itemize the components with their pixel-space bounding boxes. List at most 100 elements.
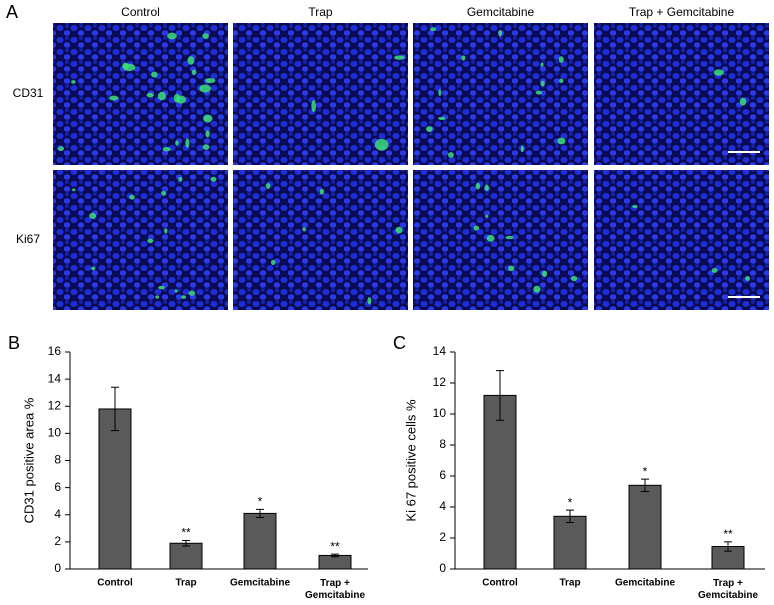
green-signal: [557, 137, 566, 145]
green-signal: [270, 259, 276, 265]
y-tick-label: 16: [48, 344, 62, 358]
significance-label: **: [723, 527, 733, 541]
green-signal: [157, 91, 166, 101]
green-signal: [205, 78, 216, 84]
green-signal: [161, 190, 167, 196]
error-bar: [182, 540, 190, 547]
green-signal: [498, 29, 502, 37]
green-signal: [505, 235, 514, 240]
green-signal: [158, 285, 165, 290]
green-signal: [713, 69, 724, 76]
significance-label: **: [181, 526, 191, 540]
micrograph: [594, 23, 769, 165]
green-signal: [122, 62, 129, 70]
y-tick-label: 14: [48, 371, 62, 385]
green-signal: [210, 176, 217, 182]
x-tick-label: Control: [97, 578, 133, 589]
y-tick-label: 4: [439, 499, 446, 513]
green-signal: [205, 130, 210, 138]
green-signal: [559, 78, 564, 84]
green-signal: [535, 90, 543, 95]
green-signal: [162, 147, 171, 152]
green-signal: [533, 285, 541, 293]
green-signal: [448, 152, 454, 158]
green-signal: [484, 184, 489, 192]
green-signal: [89, 212, 97, 219]
error-bar: [566, 509, 574, 523]
green-signal: [147, 238, 154, 243]
green-signal: [176, 95, 186, 104]
green-signal: [72, 188, 76, 192]
error-bar: [331, 553, 339, 558]
green-signal: [540, 62, 544, 67]
y-tick-label: 8: [54, 453, 61, 467]
green-signal: [58, 146, 64, 152]
bar: [483, 394, 517, 570]
x-tick-label: Control: [482, 578, 518, 589]
error-bar: [641, 478, 649, 492]
panel-letter: C: [393, 333, 406, 353]
green-signal: [508, 265, 515, 272]
x-tick-label: Trap + Gemcitabine: [305, 578, 365, 601]
y-axis-label: Ki 67 positive cells %: [403, 399, 418, 522]
significance-label: *: [258, 494, 263, 508]
green-signal: [151, 71, 158, 78]
green-signal: [181, 295, 187, 299]
column-header: Gemcitabine: [467, 5, 535, 19]
green-signal: [374, 138, 389, 151]
green-signal: [438, 116, 446, 120]
green-signal: [319, 188, 325, 195]
green-signal: [542, 270, 548, 277]
green-signal: [570, 275, 578, 282]
x-tick-label: Gemcitabine: [230, 578, 290, 589]
micrograph: [53, 170, 228, 310]
green-signal: [167, 32, 177, 40]
bar: [628, 484, 662, 570]
significance-label: *: [568, 495, 573, 509]
y-tick-label: 2: [439, 530, 446, 544]
x-tick-label: Trap: [175, 578, 196, 589]
green-signal: [520, 145, 524, 153]
x-tick-label: Trap: [559, 578, 580, 589]
green-signal: [739, 97, 747, 106]
y-tick-label: 4: [54, 507, 61, 521]
green-signal: [155, 295, 160, 299]
y-tick-label: 0: [439, 561, 446, 575]
significance-label: *: [643, 464, 648, 478]
green-signal: [178, 176, 183, 182]
bar: [98, 408, 132, 570]
y-axis-label: CD31 positive area %: [21, 397, 36, 523]
row-label: Ki67: [16, 232, 40, 246]
green-signal: [175, 140, 179, 146]
green-signal: [485, 214, 489, 218]
micrograph: [413, 170, 588, 310]
y-tick-label: 2: [54, 534, 61, 548]
green-signal: [202, 144, 210, 150]
green-signal: [473, 225, 480, 231]
significance-label: **: [330, 539, 340, 553]
green-signal: [540, 80, 545, 87]
green-signal: [191, 69, 197, 75]
error-bar: [256, 508, 264, 518]
green-signal: [199, 84, 211, 93]
green-signal: [187, 56, 195, 65]
error-bar: [724, 541, 732, 552]
column-header: Control: [121, 5, 160, 19]
y-tick-label: 6: [54, 480, 61, 494]
y-tick-label: 12: [48, 398, 62, 412]
y-tick-label: 0: [54, 561, 61, 575]
micrograph: [594, 170, 769, 310]
bar: [169, 542, 203, 570]
error-bar: [111, 386, 119, 432]
green-signal: [203, 114, 213, 123]
green-signal: [302, 227, 306, 232]
y-tick-label: 6: [439, 468, 446, 482]
x-tick-label: Trap + Gemcitabine: [698, 578, 758, 601]
y-tick-label: 10: [433, 406, 447, 420]
y-tick-label: 10: [48, 426, 62, 440]
green-signal: [174, 289, 178, 293]
x-tick-label: Gemcitabine: [615, 578, 675, 589]
row-label: CD31: [13, 86, 44, 100]
green-signal: [711, 268, 718, 273]
